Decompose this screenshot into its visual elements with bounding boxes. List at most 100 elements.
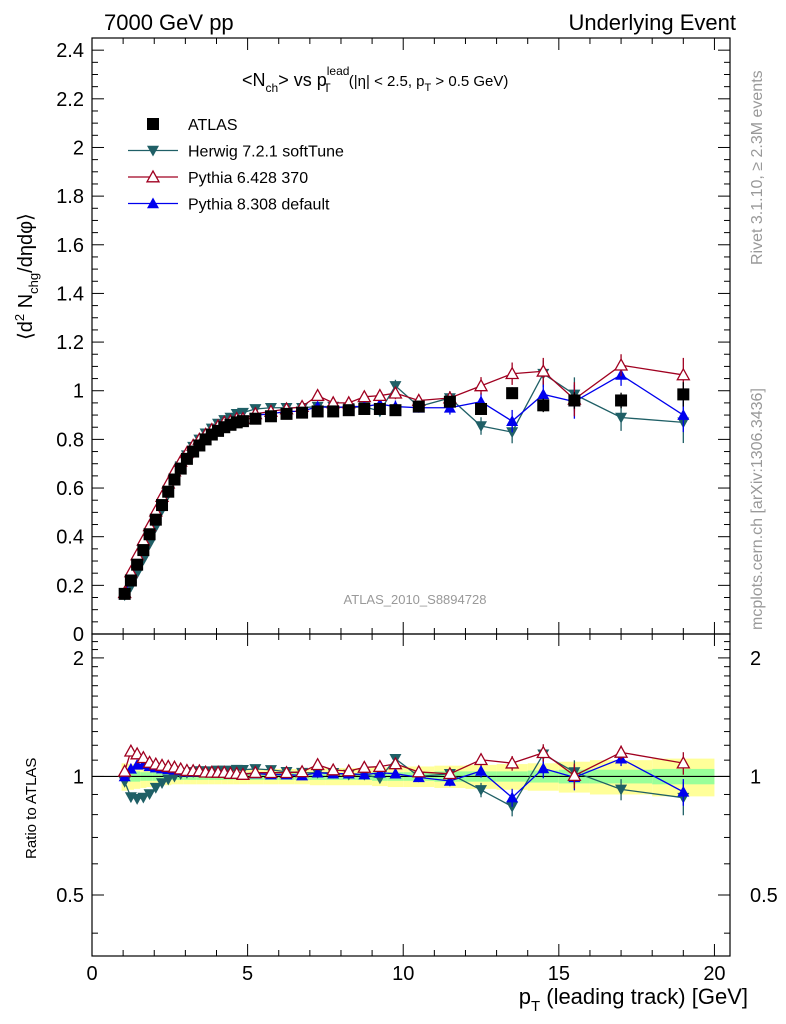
data-point-atlas — [280, 407, 293, 420]
ratio-y-tick-label-right: 1 — [750, 766, 761, 788]
data-point-atlas — [264, 410, 277, 423]
ratio-point-pythia-8-308-default — [475, 764, 488, 776]
legend-label-atlas: ATLAS — [188, 117, 238, 134]
y-axis-label: ⟨d2 Nchg/dηdφ⟩ — [12, 213, 41, 340]
data-point-atlas — [389, 404, 402, 417]
data-point-atlas — [358, 402, 371, 415]
data-point-atlas — [443, 395, 456, 408]
data-point-atlas — [412, 400, 425, 413]
y-tick-label: 2.4 — [56, 40, 84, 62]
data-point-atlas — [143, 528, 156, 541]
legend-label-pythia-6-428-370: Pythia 6.428 370 — [188, 170, 308, 187]
y-tick-label: 0.6 — [56, 478, 84, 500]
ratio-point-pythia-6-428-370 — [279, 765, 294, 779]
data-point-atlas — [149, 513, 162, 526]
ratio-point-pythia-8-308-default — [311, 766, 324, 778]
data-point-atlas — [615, 394, 628, 407]
rivet-label: Rivet 3.1.10, ≥ 2.3M events — [749, 70, 766, 265]
ratio-point-pythia-6-428-370 — [505, 755, 520, 769]
y-tick-label: 0.4 — [56, 527, 84, 549]
data-point-pythia-6-428-370 — [372, 388, 387, 402]
data-point-atlas — [537, 399, 550, 412]
data-point-atlas — [327, 405, 340, 418]
ratio-point-pythia-6-428-370 — [473, 752, 489, 766]
ratio-point-pythia-8-308-default — [389, 767, 402, 779]
legend-marker-pythia-8-308-default — [147, 197, 159, 209]
y-tick-label: 1.8 — [56, 186, 84, 208]
ratio-point-herwig-7-2-1-softtune — [162, 774, 175, 786]
ratio-point-pythia-6-428-370 — [326, 762, 341, 776]
ratio-point-pythia-6-428-370 — [263, 765, 279, 779]
legend-marker-herwig-7-2-1-softtune — [147, 145, 159, 157]
legend: ATLAS Herwig 7.2.1 softTune Pythia 6.428 3… — [128, 117, 344, 214]
ratio-point-pythia-8-308-default — [506, 791, 519, 803]
ratio-point-pythia-8-308-default — [677, 785, 690, 797]
ratio-y-tick-label-right: 0.5 — [750, 885, 778, 907]
data-point-atlas — [162, 485, 175, 498]
data-point-herwig-7-2-1-softtune — [506, 427, 519, 439]
ratio-point-pythia-6-428-370 — [117, 764, 132, 777]
series-line-pythia-6-428-370 — [124, 364, 684, 593]
ratio-point-pythia-6-428-370 — [136, 750, 151, 764]
mcplots-label: mcplots.cern.ch [arXiv:1306.3436] — [749, 388, 766, 630]
plot-title: <Nch> vs plead T (|η| < 2.5, pT > 0.5 GeV) — [242, 64, 508, 95]
ratio-point-herwig-7-2-1-softtune — [143, 789, 156, 801]
data-point-herwig-7-2-1-softtune — [615, 412, 628, 424]
ratio-point-pythia-6-428-370 — [248, 765, 263, 779]
y-tick-label: 0.2 — [56, 575, 84, 597]
ratio-y-tick-label-left: 0.5 — [56, 885, 84, 907]
y-tick-label: 2 — [73, 137, 84, 159]
header-left: 7000 GeV pp — [104, 10, 234, 35]
ratio-y-tick-label-left: 1 — [73, 766, 84, 788]
data-point-atlas — [131, 558, 144, 571]
data-point-atlas — [475, 402, 488, 415]
data-point-atlas — [568, 394, 581, 407]
data-point-pythia-6-428-370 — [357, 389, 372, 403]
data-point-pythia-6-428-370 — [613, 357, 629, 371]
y-tick-label: 1 — [73, 381, 84, 403]
ratio-point-pythia-6-428-370 — [341, 763, 356, 777]
data-point-atlas — [118, 587, 131, 600]
data-point-atlas — [296, 406, 309, 419]
data-point-atlas — [156, 499, 169, 512]
ratio-point-pythia-6-428-370 — [310, 757, 325, 771]
ratio-point-pythia-6-428-370 — [442, 766, 458, 780]
ratio-panel: 0 5 10 15 20 0.5 0.5 1 1 2 2 — [56, 633, 778, 985]
ratio-point-pythia-6-428-370 — [411, 764, 426, 778]
ratio-point-pythia-8-308-default — [537, 762, 550, 774]
ratio-point-pythia-8-308-default — [373, 766, 386, 778]
y-tick-label: 0.8 — [56, 429, 84, 451]
legend-marker-atlas — [147, 118, 159, 130]
data-point-pythia-6-428-370 — [676, 367, 691, 381]
ratio-point-pythia-6-428-370 — [357, 760, 372, 773]
data-point-atlas — [168, 473, 181, 486]
data-point-atlas — [373, 402, 386, 415]
ratio-point-pythia-6-428-370 — [372, 759, 387, 773]
ratio-y-axis-label: Ratio to ATLAS — [23, 758, 40, 859]
data-point-atlas — [677, 388, 690, 401]
header-right: Underlying Event — [568, 10, 736, 35]
ratio-point-herwig-7-2-1-softtune — [615, 784, 628, 796]
x-tick-label: 10 — [392, 963, 414, 985]
data-point-atlas — [311, 405, 324, 418]
ratio-point-pythia-6-428-370 — [388, 756, 403, 770]
data-point-pythia-6-428-370 — [473, 378, 489, 392]
data-point-pythia-8-308-default — [537, 388, 550, 400]
data-point-atlas — [249, 412, 262, 425]
ratio-point-herwig-7-2-1-softtune — [137, 792, 150, 804]
ratio-point-pythia-6-428-370 — [676, 755, 691, 769]
analysis-label: ATLAS_2010_S8894728 — [344, 592, 487, 607]
ratio-point-pythia-6-428-370 — [130, 746, 145, 760]
ratio-point-pythia-6-428-370 — [235, 767, 251, 780]
y-tick-label: 2.2 — [56, 89, 84, 111]
ratio-point-herwig-7-2-1-softtune — [475, 785, 488, 796]
data-point-atlas — [236, 415, 249, 428]
x-tick-label: 5 — [242, 963, 253, 985]
data-point-pythia-6-428-370 — [310, 388, 325, 402]
legend-marker-pythia-6-428-370 — [145, 169, 161, 183]
ratio-point-pythia-8-308-default — [443, 774, 456, 786]
x-tick-label: 20 — [703, 963, 725, 985]
ratio-point-pythia-6-428-370 — [613, 745, 629, 758]
ratio-y-tick-label-left: 2 — [73, 648, 84, 670]
